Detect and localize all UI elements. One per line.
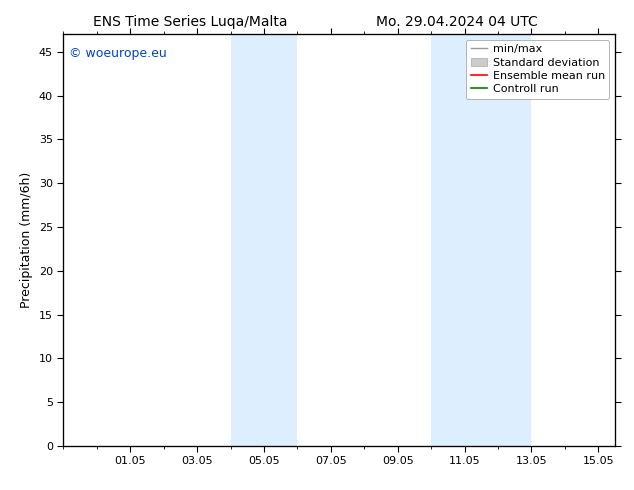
Y-axis label: Precipitation (mm/6h): Precipitation (mm/6h): [20, 172, 34, 308]
Legend: min/max, Standard deviation, Ensemble mean run, Controll run: min/max, Standard deviation, Ensemble me…: [466, 40, 609, 99]
Text: © woeurope.eu: © woeurope.eu: [69, 47, 167, 60]
Text: ENS Time Series Luqa/Malta: ENS Time Series Luqa/Malta: [93, 15, 287, 29]
Bar: [231, 34, 297, 446]
Bar: [431, 34, 531, 446]
Text: Mo. 29.04.2024 04 UTC: Mo. 29.04.2024 04 UTC: [375, 15, 538, 29]
